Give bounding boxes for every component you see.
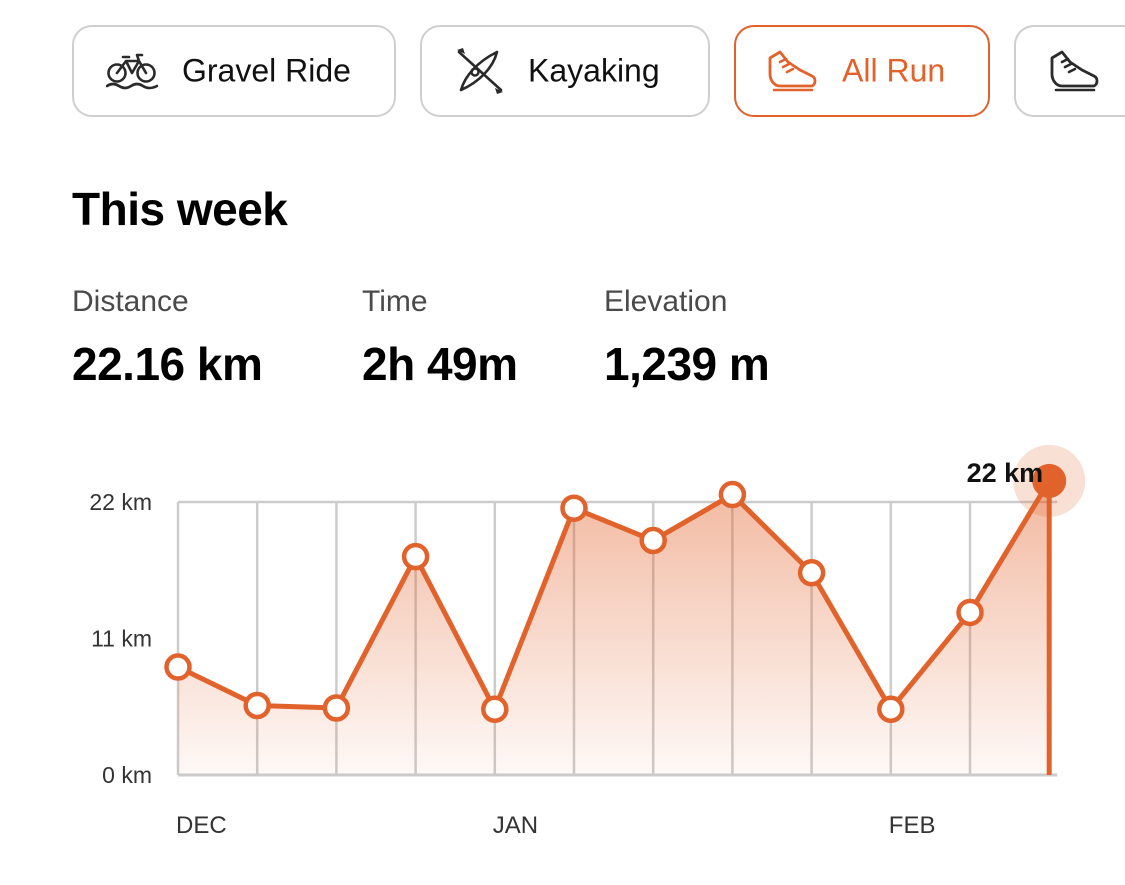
chip-gravel-ride[interactable]: Gravel Ride bbox=[72, 25, 396, 117]
chip-label: Gravel Ride bbox=[182, 52, 351, 89]
stat-time: Time 2h 49m bbox=[362, 285, 518, 391]
chip-label: All Run bbox=[842, 52, 946, 89]
data-point bbox=[718, 480, 747, 509]
chip-run-partial[interactable] bbox=[1014, 25, 1125, 117]
running-shoe-icon bbox=[766, 45, 818, 97]
stat-label: Elevation bbox=[604, 285, 728, 318]
distance-area bbox=[178, 480, 1050, 775]
kayak-icon bbox=[454, 45, 506, 97]
data-point bbox=[481, 695, 509, 723]
y-tick-label: 22 km bbox=[89, 489, 152, 515]
x-month-label: JAN bbox=[493, 812, 538, 839]
week-title: This week bbox=[72, 183, 288, 235]
running-shoe-icon bbox=[1048, 45, 1100, 97]
stat-value: 22.16 km bbox=[72, 338, 263, 390]
stat-distance: Distance 22.16 km bbox=[72, 285, 263, 391]
data-point bbox=[243, 691, 271, 720]
highlight-point bbox=[1032, 463, 1067, 498]
stat-value: 2h 49m bbox=[362, 338, 518, 390]
data-point bbox=[877, 695, 905, 723]
stat-value: 1,239 m bbox=[604, 338, 770, 390]
y-tick-label: 0 km bbox=[102, 762, 152, 788]
data-point bbox=[560, 494, 588, 522]
chip-kayaking[interactable]: Kayaking bbox=[420, 25, 710, 117]
data-point bbox=[797, 558, 826, 587]
sport-filter-bar: Gravel Ride Kayaking All bbox=[72, 25, 1125, 121]
data-point bbox=[639, 526, 667, 555]
stat-elevation: Elevation 1,239 m bbox=[604, 285, 770, 391]
x-month-label: DEC bbox=[176, 812, 227, 839]
data-point bbox=[401, 542, 430, 571]
y-tick-label: 11 km bbox=[91, 626, 152, 652]
highlight-value-label: 22 km bbox=[967, 458, 1044, 488]
chip-all-run[interactable]: All Run bbox=[734, 25, 990, 117]
stat-label: Distance bbox=[72, 285, 189, 318]
data-point bbox=[956, 598, 984, 627]
data-point bbox=[164, 653, 192, 681]
data-point bbox=[322, 694, 351, 722]
chip-label: Kayaking bbox=[528, 52, 660, 89]
x-month-label: FEB bbox=[889, 812, 936, 839]
gravel-bike-icon bbox=[106, 45, 158, 97]
stat-label: Time bbox=[362, 285, 428, 318]
